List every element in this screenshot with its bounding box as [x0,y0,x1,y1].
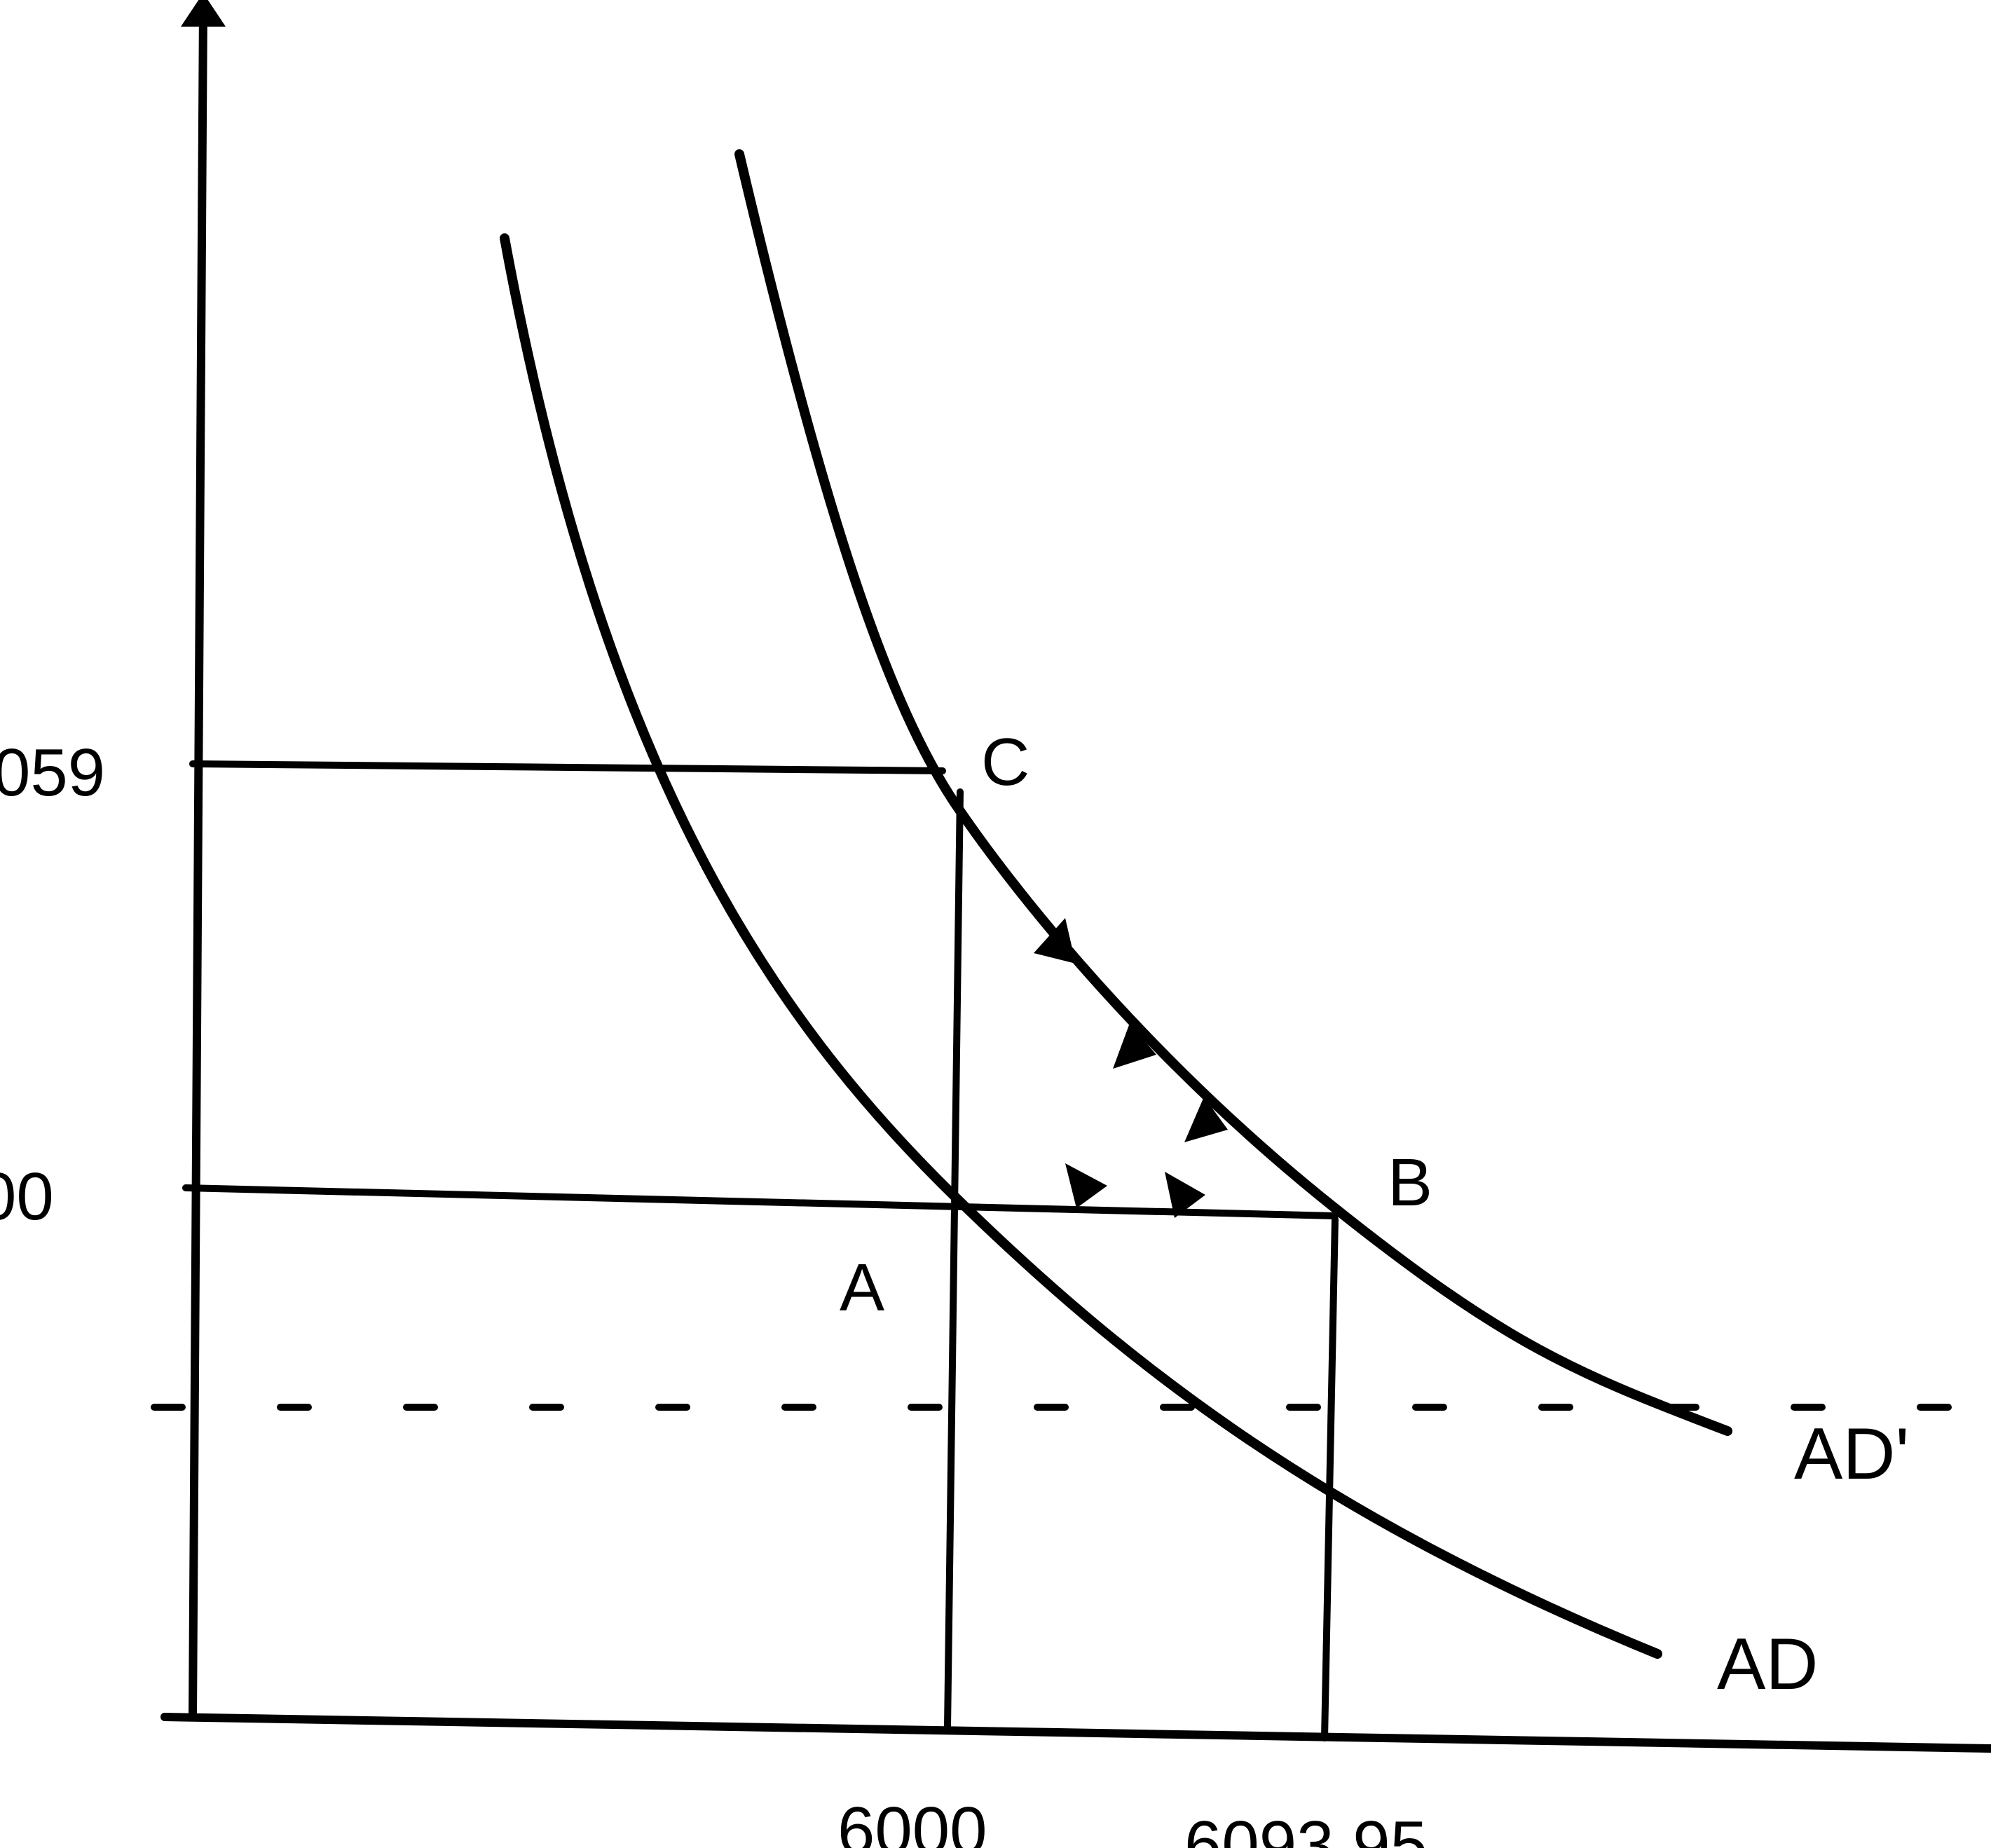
ad-curve [500,233,1662,1659]
arrow-a-to-b-2-icon [1165,1172,1205,1218]
y-tick-label-lower: 00 [0,1159,54,1234]
output-guide-left [944,788,964,1731]
price-guide-lower [182,1184,1339,1219]
x-axis [160,1713,1991,1753]
y-axis [189,3,207,1721]
point-label-c: C [981,725,1029,800]
output-guide-right [1321,1216,1339,1741]
ad-shifted-curve [734,149,1732,1436]
y-axis-arrow-icon [181,0,226,27]
arrow-b-to-c-2-icon [1113,1023,1156,1069]
point-label-b: B [1388,1145,1432,1220]
arrow-b-to-c-1-icon [1184,1097,1228,1142]
price-guide-upper [189,760,946,774]
y-tick-label-upper: 059 [0,735,105,810]
x-tick-label-right: 6093.95 [1184,1807,1428,1848]
curve-label-ad-shifted: AD' [1794,1414,1909,1495]
curve-label-ad: AD [1717,1624,1818,1705]
arrow-b-to-c-3-icon [1034,918,1076,964]
point-label-a: A [840,1250,884,1325]
arrow-a-to-b-1-icon [1065,1163,1107,1208]
x-tick-label-left: 6000 [837,1793,987,1848]
